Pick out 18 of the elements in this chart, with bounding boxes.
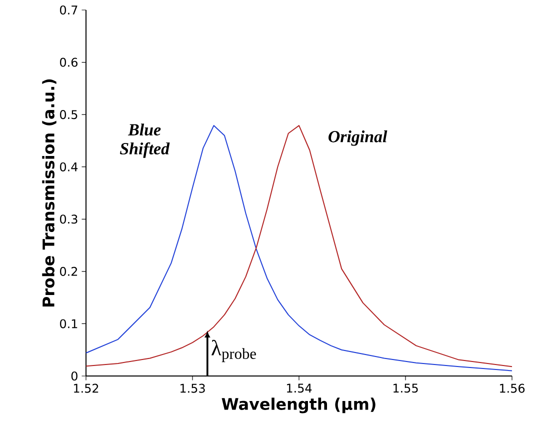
y-tick-label: 0.6 [60, 58, 78, 67]
series-label: Original [328, 130, 388, 146]
x-tick-label: 1.55 [394, 384, 418, 393]
annotation: λ$_{probe}$ [212, 340, 256, 362]
x-tick-label: 1.54 [287, 384, 312, 393]
y-tick-label: 0.5 [60, 110, 78, 120]
y-tick-label: 0.4 [60, 162, 78, 172]
y-tick-label: 0.7 [60, 5, 78, 15]
y-tick-label: 0.2 [60, 266, 78, 276]
x-tick-label: 1.52 [74, 384, 98, 393]
x-axis-title: Wavelength (μm) [222, 398, 376, 414]
y-tick-label: 0 [71, 371, 78, 381]
y-axis-title: Probe Transmission (a.u.) [42, 79, 56, 307]
y-tick-label: 0.3 [60, 214, 78, 224]
y-tick-label: 0.1 [60, 319, 78, 328]
x-tick-label: 1.56 [500, 384, 525, 393]
x-tick-label: 1.53 [180, 384, 205, 393]
series-label: Blue Shifted [120, 124, 170, 158]
